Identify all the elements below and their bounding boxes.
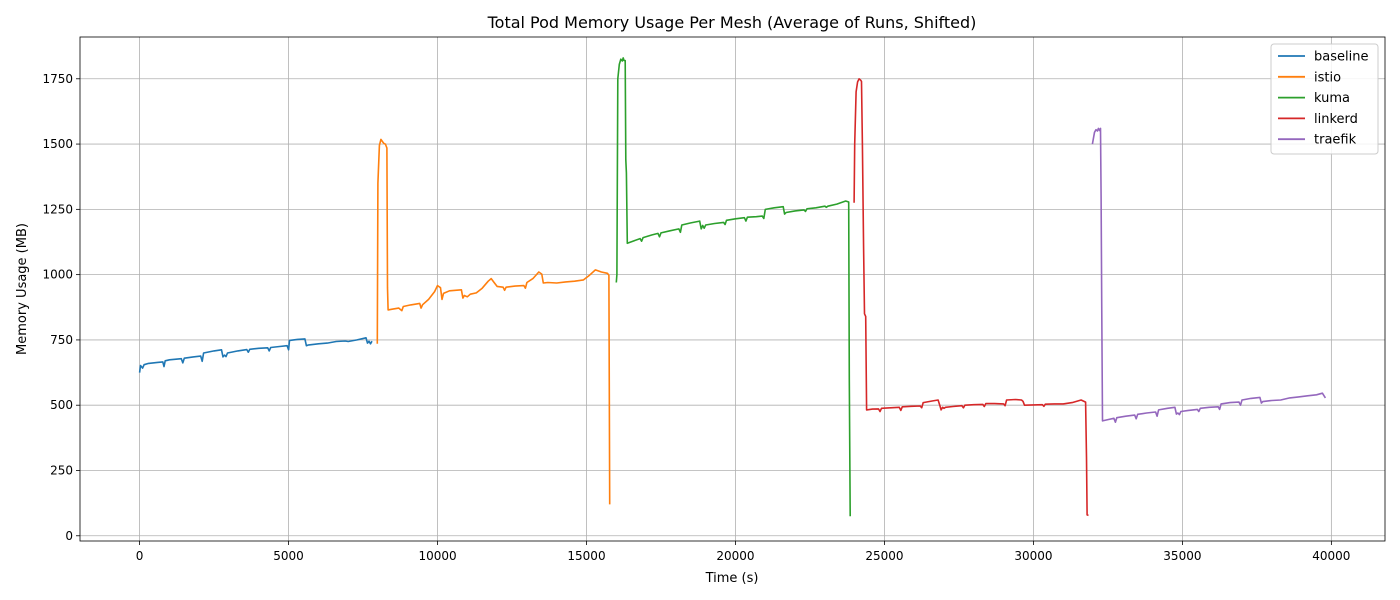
y-tick-label: 1500	[42, 137, 73, 151]
x-tick-label: 20000	[716, 549, 754, 563]
axis-ticks: 0 5000 10000 15000 20000 25000 30000 35000 40000…	[42, 72, 1350, 563]
legend-label-kuma: kuma	[1314, 91, 1350, 106]
series-line-baseline	[138, 336, 373, 373]
grid	[80, 37, 1385, 541]
x-tick-label: 15000	[567, 549, 605, 563]
x-tick-label: 35000	[1163, 549, 1201, 563]
plot-frame	[79, 36, 1386, 542]
y-tick-label: 1250	[42, 202, 73, 216]
legend-label-baseline: baseline	[1314, 50, 1368, 65]
legend-label-istio: istio	[1314, 70, 1341, 85]
x-tick-label: 30000	[1014, 549, 1052, 563]
x-tick-label: 25000	[865, 549, 903, 563]
x-tick-label: 10000	[418, 549, 456, 563]
x-tick-label: 40000	[1312, 549, 1350, 563]
series-line-istio	[376, 138, 611, 505]
y-tick-label: 1000	[42, 268, 73, 282]
y-tick-label: 250	[50, 463, 73, 477]
y-tick-label: 500	[50, 398, 73, 412]
legend: baseline istio kuma linkerd traefik	[1270, 43, 1379, 155]
series-lines	[138, 57, 1327, 517]
chart-title: Total Pod Memory Usage Per Mesh (Average…	[487, 13, 977, 32]
y-axis-title: Memory Usage (MB)	[15, 223, 30, 355]
x-tick-label: 0	[136, 549, 144, 563]
x-tick-label: 5000	[273, 549, 304, 563]
y-tick-label: 750	[50, 333, 73, 347]
legend-label-traefik: traefik	[1314, 133, 1357, 148]
legend-box	[1270, 43, 1379, 155]
y-tick-label: 1750	[42, 72, 73, 86]
y-tick-label: 0	[65, 529, 73, 543]
legend-label-linkerd: linkerd	[1314, 112, 1358, 127]
series-line-traefik	[1091, 127, 1327, 424]
x-axis-title: Time (s)	[705, 571, 759, 586]
series-line-linkerd	[853, 78, 1089, 517]
series-line-kuma	[615, 57, 851, 517]
